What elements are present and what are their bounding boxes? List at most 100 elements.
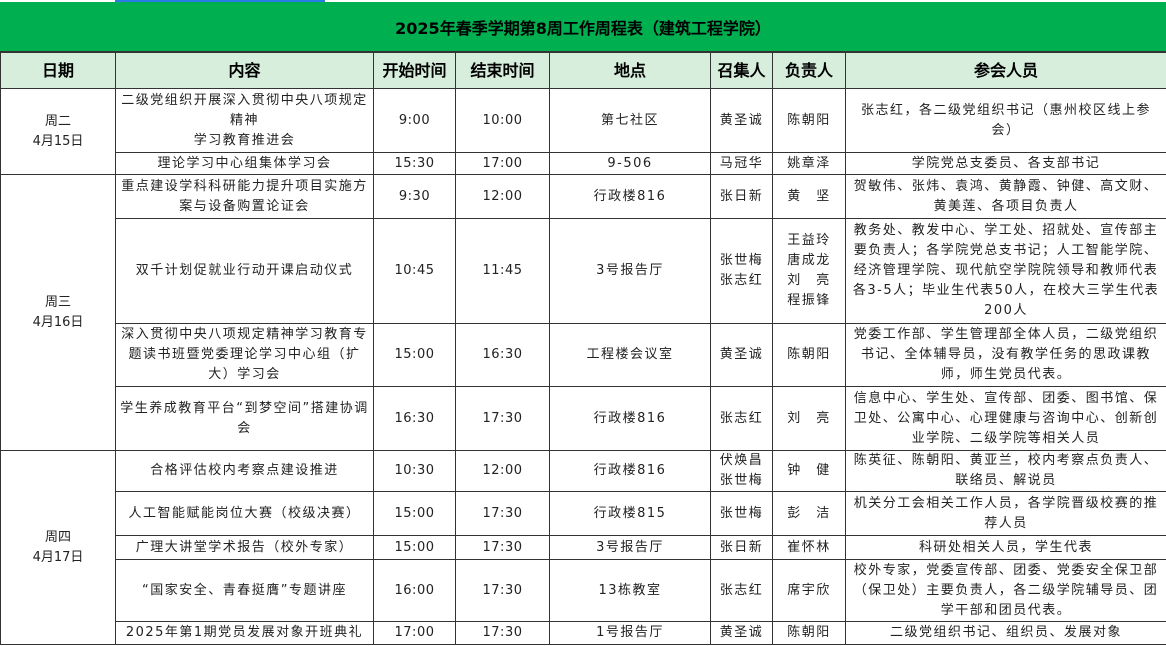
- convener-cell[interactable]: 伏焕昌 张世梅: [710, 450, 773, 492]
- table-row: 周四 4月17日 合格评估校内考察点建设推进 10:30 12:00 行政楼816 伏焕昌…: [0, 450, 1166, 645]
- end-time-cell[interactable]: 16:30: [455, 323, 550, 387]
- lead-person-cell[interactable]: 王益玲 唐成龙 刘 亮 程振锋: [772, 218, 846, 324]
- attendees-cell[interactable]: 张志红，各二级党组织书记（惠州校区线上参会）: [845, 88, 1166, 153]
- location-cell[interactable]: 行政楼815: [549, 491, 711, 536]
- attendees-cell[interactable]: 科研处相关人员，学生代表: [845, 535, 1166, 560]
- end-time-cell[interactable]: 10:00: [455, 88, 550, 153]
- end-time-cell[interactable]: 17:30: [455, 491, 550, 536]
- table-row: 周二 4月15日 二级党组织开展深入贯彻中央八项规定精神 学习教育推进会 9:00 1…: [0, 88, 1166, 175]
- end-time-cell[interactable]: 12:00: [455, 450, 550, 492]
- start-time-cell[interactable]: 9:30: [373, 174, 456, 219]
- attendees-cell[interactable]: 党委工作部、学生管理部全体人员，二级党组织书记、全体辅导员，没有教学任务的思政课…: [845, 323, 1166, 387]
- start-time-cell[interactable]: 15:00: [373, 491, 456, 536]
- lead-person-cell[interactable]: 刘 亮: [772, 386, 846, 451]
- location-cell[interactable]: 行政楼816: [549, 174, 711, 219]
- location-cell[interactable]: 1号报告厅: [549, 621, 711, 645]
- end-time-cell[interactable]: 17:00: [455, 152, 550, 175]
- date-cell[interactable]: 周二 4月15日: [0, 88, 116, 175]
- event-content-cell[interactable]: 深入贯彻中央八项规定精神学习教育专题读书班暨党委理论学习中心组（扩大）学习会: [115, 323, 374, 387]
- lead-person-cell[interactable]: 崔怀林: [772, 535, 846, 560]
- convener-cell[interactable]: 张日新: [710, 535, 773, 560]
- event-content-cell[interactable]: 二级党组织开展深入贯彻中央八项规定精神 学习教育推进会: [115, 88, 374, 153]
- header-row: 日期 内容 开始时间 结束时间 地点 召集人 负责人 参会人员: [0, 52, 1166, 89]
- lead-person-cell[interactable]: 陈朝阳: [772, 88, 846, 153]
- lead-person-cell[interactable]: 陈朝阳: [772, 621, 846, 645]
- convener-cell[interactable]: 马冠华: [710, 152, 773, 175]
- table-row: 人工智能赋能岗位大赛（校级决赛） 15:00 17:30 行政楼815 张世梅彭 洁机关…: [1, 491, 1166, 536]
- start-time-cell[interactable]: 17:00: [373, 621, 456, 645]
- start-time-cell[interactable]: 10:45: [373, 218, 456, 324]
- event-content-cell[interactable]: 学生养成教育平台“到梦空间”搭建协调会: [115, 386, 374, 451]
- start-time-cell[interactable]: 15:00: [373, 323, 456, 387]
- table-row: 双千计划促就业行动开课启动仪式 10:45 11:45 3号报告厅 张世梅 张志红 王益玲…: [1, 218, 1166, 324]
- cell-selection-indicator: [115, 0, 325, 2]
- header-lead: 负责人: [772, 52, 846, 89]
- start-time-cell[interactable]: 15:00: [373, 535, 456, 560]
- end-time-cell[interactable]: 17:30: [455, 386, 550, 451]
- end-time-cell[interactable]: 17:30: [455, 621, 550, 645]
- header-end: 结束时间: [455, 52, 550, 89]
- lead-person-cell[interactable]: 黄 坚: [772, 174, 846, 219]
- attendees-cell[interactable]: 学院党总支委员、各支部书记: [845, 152, 1166, 175]
- table-row: 周三 4月16日 重点建设学科科研能力提升项目实施方案与设备购置论证会 9:30 12…: [0, 174, 1166, 451]
- convener-cell[interactable]: 黄圣诚: [710, 88, 773, 153]
- location-cell[interactable]: 行政楼816: [549, 386, 711, 451]
- start-time-cell[interactable]: 16:30: [373, 386, 456, 451]
- event-content-cell[interactable]: 广理大讲堂学术报告（校外专家）: [115, 535, 374, 560]
- lead-person-cell[interactable]: 钟 健: [772, 450, 846, 492]
- convener-cell[interactable]: 张世梅 张志红: [710, 218, 773, 324]
- header-content: 内容: [115, 52, 374, 89]
- table-row: 学生养成教育平台“到梦空间”搭建协调会 16:30 17:30 行政楼816 张志红刘 …: [1, 386, 1166, 451]
- event-content-cell[interactable]: “国家安全、青春挺膺”专题讲座: [115, 559, 374, 622]
- header-start: 开始时间: [373, 52, 456, 89]
- lead-person-cell[interactable]: 陈朝阳: [772, 323, 846, 387]
- header-convener: 召集人: [710, 52, 773, 89]
- location-cell[interactable]: 第七社区: [549, 88, 711, 153]
- location-cell[interactable]: 行政楼816: [549, 450, 711, 492]
- attendees-cell[interactable]: 教务处、教发中心、学工处、招就处、宣传部主要负责人；各学院党总支书记；人工智能学…: [845, 218, 1166, 324]
- end-time-cell[interactable]: 17:30: [455, 535, 550, 560]
- date-cell[interactable]: 周四 4月17日: [0, 450, 116, 645]
- end-time-cell[interactable]: 11:45: [455, 218, 550, 324]
- lead-person-cell[interactable]: 姚章泽: [772, 152, 846, 175]
- attendees-cell[interactable]: 贺敏伟、张炜、袁鸿、黄静霞、钟健、高文财、黄美莲、各项目负责人: [845, 174, 1166, 219]
- convener-cell[interactable]: 张世梅: [710, 491, 773, 536]
- attendees-cell[interactable]: 信息中心、学生处、宣传部、团委、图书馆、保卫处、公寓中心、心理健康与咨询中心、创…: [845, 386, 1166, 451]
- location-cell[interactable]: 9-506: [549, 152, 711, 175]
- header-date: 日期: [0, 52, 116, 89]
- location-cell[interactable]: 13栋教室: [549, 559, 711, 622]
- attendees-cell[interactable]: 机关分工会相关工作人员，各学院晋级校赛的推荐人员: [845, 491, 1166, 536]
- convener-cell[interactable]: 黄圣诚: [710, 323, 773, 387]
- attendees-cell[interactable]: 陈英征、陈朝阳、黄亚兰，校内考察点负责人、联络员、解说员: [845, 450, 1166, 492]
- event-content-cell[interactable]: 2025年第1期党员发展对象开班典礼: [115, 621, 374, 645]
- location-cell[interactable]: 工程楼会议室: [549, 323, 711, 387]
- event-content-cell[interactable]: 人工智能赋能岗位大赛（校级决赛）: [115, 491, 374, 536]
- location-cell[interactable]: 3号报告厅: [549, 535, 711, 560]
- start-time-cell[interactable]: 10:30: [373, 450, 456, 492]
- table-row: 深入贯彻中央八项规定精神学习教育专题读书班暨党委理论学习中心组（扩大）学习会 15…: [1, 323, 1166, 387]
- start-time-cell[interactable]: 9:00: [373, 88, 456, 153]
- header-attendees: 参会人员: [845, 52, 1166, 89]
- attendees-cell[interactable]: 二级党组织书记、组织员、发展对象: [845, 621, 1166, 645]
- lead-person-cell[interactable]: 席宇欣: [772, 559, 846, 622]
- start-time-cell[interactable]: 15:30: [373, 152, 456, 175]
- event-content-cell[interactable]: 双千计划促就业行动开课启动仪式: [115, 218, 374, 324]
- convener-cell[interactable]: 张志红: [710, 386, 773, 451]
- event-content-cell[interactable]: 重点建设学科科研能力提升项目实施方案与设备购置论证会: [115, 174, 374, 219]
- start-time-cell[interactable]: 16:00: [373, 559, 456, 622]
- lead-person-cell[interactable]: 彭 洁: [772, 491, 846, 536]
- end-time-cell[interactable]: 12:00: [455, 174, 550, 219]
- table-row: “国家安全、青春挺膺”专题讲座 16:00 17:30 13栋教室 张志红 席宇欣 校外专家…: [1, 559, 1166, 622]
- table-row: 广理大讲堂学术报告（校外专家） 15:00 17:30 3号报告厅 张日新 崔怀林 科研处相…: [1, 535, 1166, 560]
- date-cell[interactable]: 周三 4月16日: [0, 174, 116, 451]
- event-content-cell[interactable]: 理论学习中心组集体学习会: [115, 152, 374, 175]
- header-place: 地点: [549, 52, 711, 89]
- convener-cell[interactable]: 张志红: [710, 559, 773, 622]
- event-content-cell[interactable]: 合格评估校内考察点建设推进: [115, 450, 374, 492]
- convener-cell[interactable]: 黄圣诚: [710, 621, 773, 645]
- attendees-cell[interactable]: 校外专家，党委宣传部、团委、党委安全保卫部（保卫处）主要负责人，各二级学院辅导员…: [845, 559, 1166, 622]
- location-cell[interactable]: 3号报告厅: [549, 218, 711, 324]
- page-title: 2025年春季学期第8周工作周程表（建筑工程学院）: [0, 2, 1166, 52]
- end-time-cell[interactable]: 17:30: [455, 559, 550, 622]
- convener-cell[interactable]: 张日新: [710, 174, 773, 219]
